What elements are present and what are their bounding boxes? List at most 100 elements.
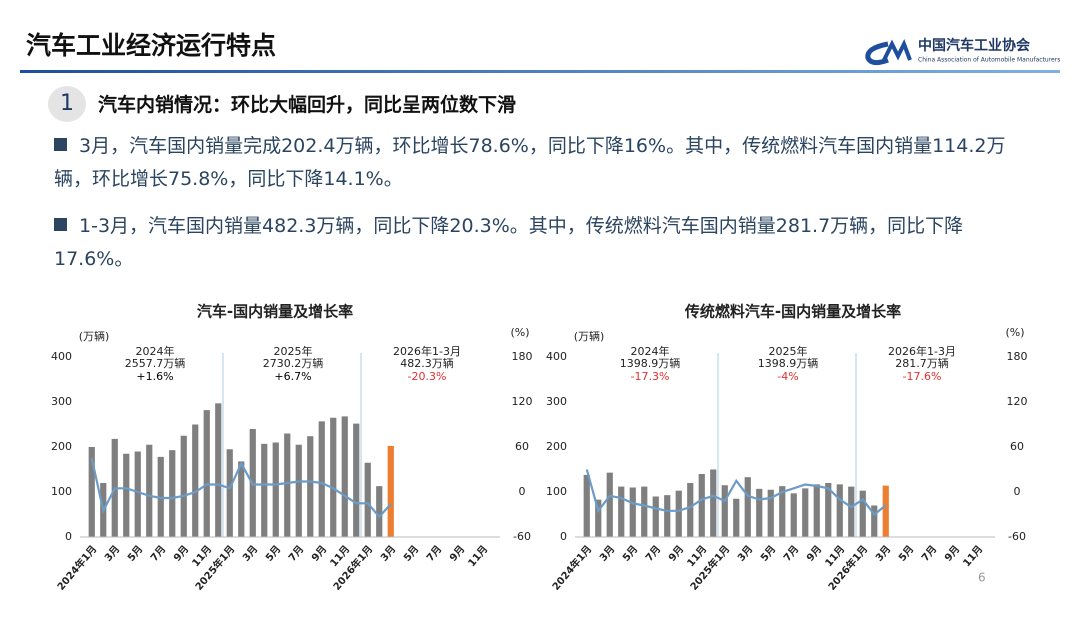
- y-tick-label: 100: [51, 485, 72, 498]
- y-tick-label: 0: [560, 530, 567, 543]
- y-tick-label: 400: [51, 350, 72, 363]
- bar: [767, 489, 774, 537]
- x-tick-label: 3月: [735, 543, 755, 564]
- bar: [272, 442, 279, 537]
- y-tick-label: 300: [51, 395, 72, 408]
- annotation-total: 1398.9万辆: [758, 356, 819, 370]
- bar: [882, 485, 889, 537]
- y2-tick-label: 0: [519, 485, 526, 498]
- bar: [721, 485, 728, 537]
- bar: [595, 499, 602, 537]
- annotation-total: 1398.9万辆: [620, 356, 681, 370]
- bar: [353, 423, 360, 537]
- annotation-growth: -4%: [777, 370, 798, 383]
- x-tick-label: 7月: [919, 543, 939, 564]
- bar: [261, 443, 268, 537]
- section-title: 汽车内销情况：环比大幅回升，同比呈两位数下滑: [98, 94, 517, 116]
- bar: [606, 472, 613, 537]
- x-tick-label: 5月: [620, 543, 640, 564]
- y2-tick-label: 180: [512, 350, 533, 363]
- bar: [341, 416, 348, 537]
- y2-tick-label: 120: [1007, 395, 1028, 408]
- y2-tick-label: -60: [513, 530, 531, 543]
- annotation-total: 2557.7万辆: [125, 356, 186, 370]
- annotation-year: 2024年: [136, 344, 175, 358]
- bar: [733, 498, 740, 537]
- bar: [871, 505, 878, 537]
- bar: [169, 450, 176, 537]
- y2-axis-label: (%): [510, 326, 529, 339]
- bar: [88, 447, 95, 537]
- x-tick-label: 7月: [286, 543, 306, 564]
- x-tick-label: 3月: [378, 543, 398, 564]
- bar: [618, 486, 625, 537]
- bar: [146, 444, 153, 537]
- growth-line: [585, 469, 887, 517]
- bar: [698, 474, 705, 537]
- y2-tick-label: 0: [1014, 485, 1021, 498]
- y-tick-label: 200: [546, 440, 567, 453]
- x-tick-label: 2024年1月: [549, 543, 594, 593]
- section-number: 1: [48, 86, 86, 122]
- y-tick-label: 400: [546, 350, 567, 363]
- y2-tick-label: 120: [512, 395, 533, 408]
- y-tick-label: 100: [546, 485, 567, 498]
- bar: [376, 486, 383, 537]
- annotation-growth: +1.6%: [136, 370, 173, 383]
- x-tick-label: 2024年1月: [54, 543, 99, 593]
- bar: [307, 436, 314, 537]
- x-tick-label: 9月: [804, 543, 824, 564]
- x-tick-label: 3月: [102, 543, 122, 564]
- bar: [710, 469, 717, 537]
- bar: [744, 477, 751, 537]
- bar: [238, 461, 245, 537]
- x-tick-label: 3月: [240, 543, 260, 564]
- x-tick-label: 5月: [758, 543, 778, 564]
- slide-title: 汽车工业经济运行特点: [26, 31, 277, 60]
- header-rule: [20, 70, 1060, 73]
- growth-line: [90, 458, 392, 519]
- bar: [134, 451, 141, 537]
- annotation-growth: -20.3%: [408, 370, 447, 383]
- annotation-year: 2026年1-3月: [393, 344, 461, 358]
- bar: [330, 417, 337, 537]
- annotation-growth: +6.7%: [274, 370, 311, 383]
- y-tick-label: 0: [65, 530, 72, 543]
- bar: [664, 495, 671, 537]
- bar: [790, 493, 797, 537]
- annotation-total: 2730.2万辆: [263, 356, 324, 370]
- bar: [687, 483, 694, 537]
- annotation-growth: -17.6%: [903, 370, 942, 383]
- annotation-year: 2024年: [631, 344, 670, 358]
- annotation-total: 482.3万辆: [400, 356, 454, 370]
- bar: [675, 490, 682, 537]
- x-tick-label: 5月: [125, 543, 145, 564]
- x-tick-label: 5月: [401, 543, 421, 564]
- x-tick-label: 9月: [171, 543, 191, 564]
- x-tick-label: 7月: [781, 543, 801, 564]
- y2-tick-label: 60: [515, 440, 529, 453]
- bullet-text: 1-3月，汽车国内销量482.3万辆，同比下降20.3%。其中，传统燃料汽车国内…: [54, 215, 964, 270]
- y2-tick-label: -60: [1008, 530, 1026, 543]
- x-tick-label: 9月: [447, 543, 467, 564]
- bar: [226, 449, 233, 537]
- annotation-total: 281.7万辆: [895, 356, 949, 370]
- annotation-year: 2026年1-3月: [888, 344, 956, 358]
- org-name: 中国汽车工业协会: [918, 37, 1031, 54]
- y2-tick-label: 180: [1007, 350, 1028, 363]
- page-number: 6: [978, 571, 986, 585]
- y-tick-label: 300: [546, 395, 567, 408]
- bullet-text: 3月，汽车国内销量完成202.4万辆，环比增长78.6%，同比下降16%。其中，…: [54, 135, 1006, 190]
- bullet: 1-3月，汽车国内销量482.3万辆，同比下降20.3%。其中，传统燃料汽车国内…: [54, 210, 1034, 276]
- bar: [825, 483, 832, 537]
- bar: [813, 484, 820, 537]
- bar: [583, 474, 590, 537]
- bar: [859, 490, 866, 537]
- y-tick-label: 200: [51, 440, 72, 453]
- y2-tick-label: 60: [1010, 440, 1024, 453]
- bar: [123, 453, 130, 537]
- bar: [848, 486, 855, 537]
- org-name-en: China Association of Automobile Manufact…: [918, 57, 1060, 64]
